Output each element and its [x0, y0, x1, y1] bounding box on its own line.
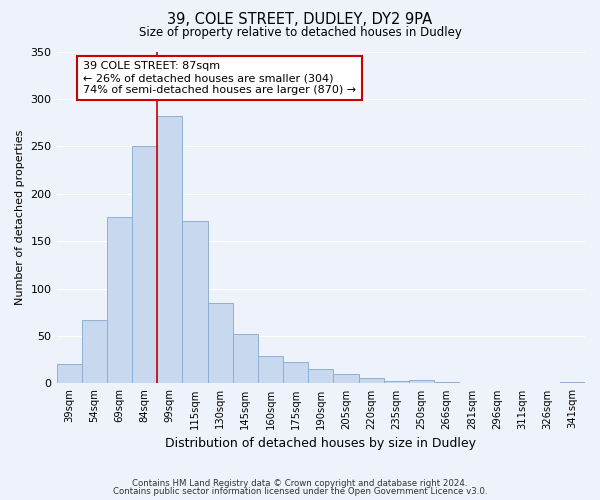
- Text: Size of property relative to detached houses in Dudley: Size of property relative to detached ho…: [139, 26, 461, 39]
- Bar: [82, 320, 107, 384]
- Bar: [359, 378, 383, 384]
- Bar: [107, 216, 132, 384]
- Bar: [334, 374, 359, 384]
- Bar: [383, 380, 409, 384]
- Text: 39 COLE STREET: 87sqm
← 26% of detached houses are smaller (304)
74% of semi-det: 39 COLE STREET: 87sqm ← 26% of detached …: [83, 62, 356, 94]
- Bar: [208, 303, 233, 384]
- Y-axis label: Number of detached properties: Number of detached properties: [15, 130, 25, 305]
- Bar: [283, 362, 308, 384]
- Bar: [132, 146, 157, 384]
- Bar: [434, 382, 459, 384]
- X-axis label: Distribution of detached houses by size in Dudley: Distribution of detached houses by size …: [165, 437, 476, 450]
- Bar: [233, 334, 258, 384]
- Bar: [182, 222, 208, 384]
- Bar: [157, 116, 182, 384]
- Bar: [258, 356, 283, 384]
- Text: Contains public sector information licensed under the Open Government Licence v3: Contains public sector information licen…: [113, 487, 487, 496]
- Bar: [56, 364, 82, 384]
- Text: Contains HM Land Registry data © Crown copyright and database right 2024.: Contains HM Land Registry data © Crown c…: [132, 478, 468, 488]
- Text: 39, COLE STREET, DUDLEY, DY2 9PA: 39, COLE STREET, DUDLEY, DY2 9PA: [167, 12, 433, 28]
- Bar: [308, 369, 334, 384]
- Bar: [560, 382, 585, 384]
- Bar: [409, 380, 434, 384]
